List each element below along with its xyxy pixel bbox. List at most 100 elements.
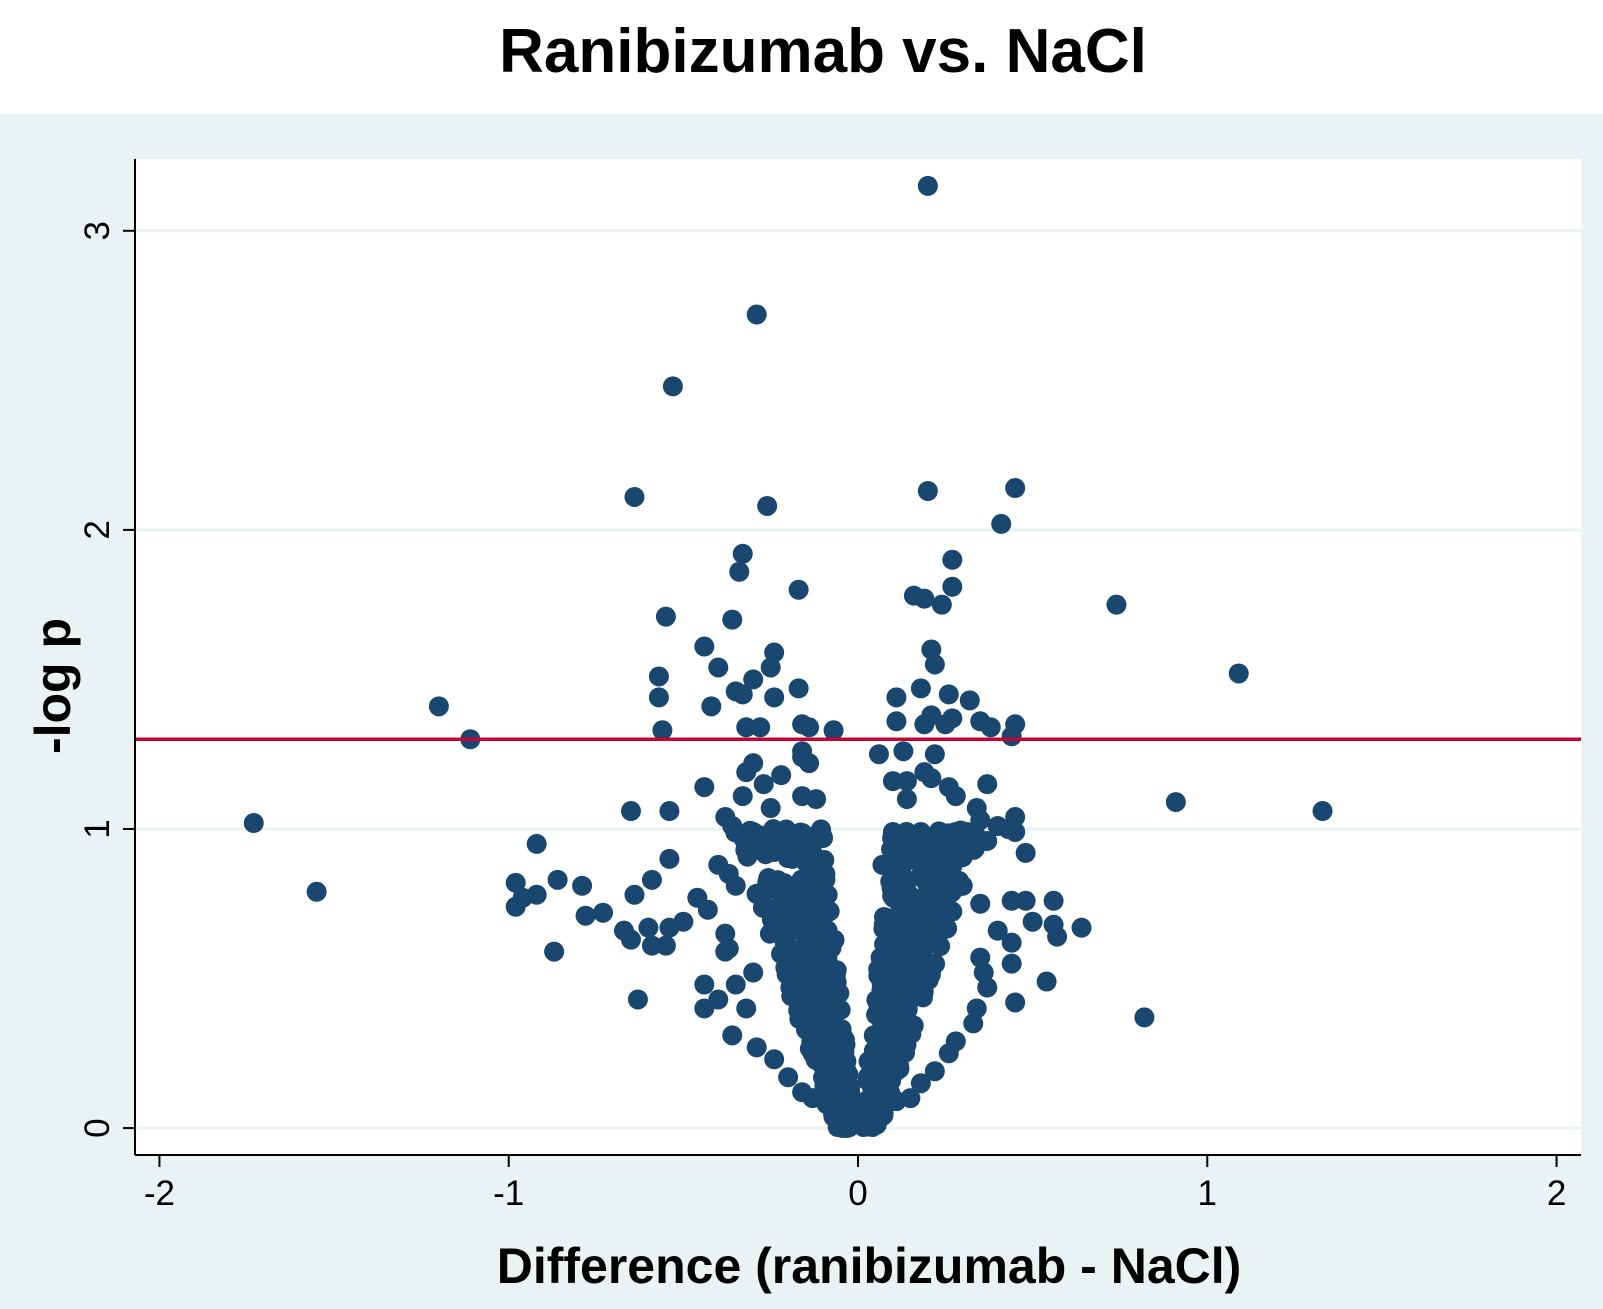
data-point: [1165, 792, 1186, 813]
data-point: [753, 774, 774, 795]
data-point: [743, 669, 764, 690]
data-point: [921, 768, 942, 789]
data-point: [966, 998, 987, 1019]
data-point: [868, 744, 889, 765]
data-point: [659, 848, 680, 869]
data-point: [757, 495, 778, 516]
data-point: [1015, 842, 1036, 863]
data-point: [722, 1025, 743, 1046]
x-tick-label: 0: [848, 1174, 867, 1213]
data-point: [896, 1001, 917, 1022]
data-point: [931, 594, 952, 615]
x-axis-ticks: -2 -1 0 1 2: [144, 1155, 1566, 1213]
data-point: [866, 1004, 887, 1025]
data-point: [924, 744, 945, 765]
chart-title: Ranibizumab vs. NaCl: [499, 17, 1147, 86]
data-point: [736, 762, 757, 783]
data-point: [746, 1037, 767, 1058]
data-point: [736, 998, 757, 1019]
data-point: [861, 1114, 882, 1135]
data-point: [823, 720, 844, 741]
data-point: [1134, 1007, 1155, 1028]
data-point: [1015, 890, 1036, 911]
data-point: [778, 1067, 799, 1088]
data-point: [659, 801, 680, 822]
data-point: [973, 962, 994, 983]
data-point: [620, 929, 641, 950]
data-point: [917, 175, 938, 196]
y-tick-label: 1: [78, 819, 117, 838]
data-point: [763, 819, 784, 840]
data-point: [888, 832, 909, 853]
data-point: [905, 985, 926, 1006]
data-point: [942, 549, 963, 570]
data-point: [1036, 971, 1057, 992]
data-point: [1022, 911, 1043, 932]
data-point: [715, 941, 736, 962]
y-tick-label: 2: [78, 520, 117, 539]
data-point: [771, 943, 792, 964]
data-point: [937, 918, 958, 939]
data-point: [701, 696, 722, 717]
data-point: [970, 893, 991, 914]
data-point: [544, 941, 565, 962]
data-point: [977, 977, 998, 998]
data-point: [806, 789, 827, 810]
data-point: [736, 717, 757, 738]
data-point: [641, 869, 662, 890]
data-point: [641, 935, 662, 956]
data-point: [980, 717, 1001, 738]
data-point: [760, 834, 781, 855]
data-point: [788, 579, 809, 600]
data-point: [694, 777, 715, 798]
x-tick-label: 2: [1547, 1174, 1566, 1213]
data-point: [772, 877, 793, 898]
data-point: [1001, 953, 1022, 974]
data-point: [799, 753, 820, 774]
data-point: [963, 1013, 984, 1034]
data-point: [916, 867, 937, 888]
data-point: [655, 935, 676, 956]
data-point: [306, 881, 327, 902]
data-point: [893, 853, 914, 874]
data-point: [725, 875, 746, 896]
data-point: [1106, 594, 1127, 615]
data-point: [817, 953, 838, 974]
x-tick-label: -1: [493, 1174, 524, 1213]
data-point: [627, 989, 648, 1010]
data-point: [593, 902, 614, 923]
data-point: [977, 774, 998, 795]
data-point: [505, 872, 526, 893]
data-point: [830, 999, 851, 1020]
data-point: [938, 684, 959, 705]
data-point: [930, 936, 951, 957]
data-point: [930, 831, 951, 852]
data-point: [910, 1073, 931, 1094]
data-point: [1005, 992, 1026, 1013]
data-point: [921, 639, 942, 660]
data-point: [697, 899, 718, 920]
data-point: [870, 987, 891, 1008]
y-tick-label: 3: [78, 221, 117, 240]
x-tick-label: -2: [144, 1174, 175, 1213]
data-point: [799, 1038, 820, 1059]
data-point: [1047, 926, 1068, 947]
data-point: [914, 588, 935, 609]
data-point: [759, 923, 780, 944]
data-point: [812, 1054, 833, 1075]
data-point: [652, 720, 673, 741]
data-point: [764, 642, 785, 663]
data-point: [771, 765, 792, 786]
data-point: [788, 1000, 809, 1021]
data-point: [760, 657, 781, 678]
x-axis-label: Difference (ranibizumab - NaCl): [497, 1238, 1242, 1294]
data-point: [893, 1031, 914, 1052]
data-point: [784, 910, 805, 931]
data-point: [1001, 890, 1022, 911]
data-point: [896, 771, 917, 792]
data-point: [876, 1053, 897, 1074]
y-axis-ticks: 0 1 2 3: [78, 221, 135, 1138]
data-point: [964, 838, 985, 859]
data-point: [648, 687, 669, 708]
y-tick-label: 0: [78, 1118, 117, 1137]
